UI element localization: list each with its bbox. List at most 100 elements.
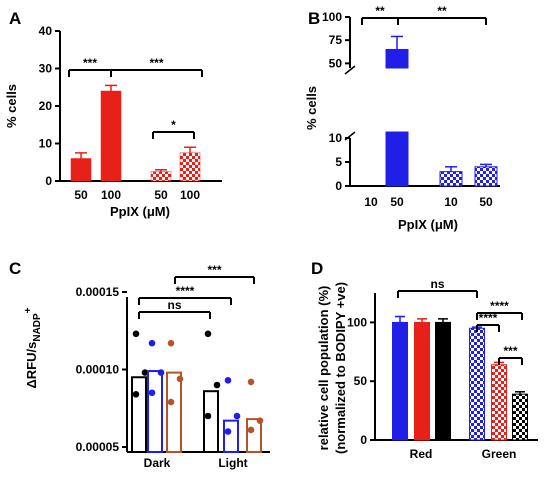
data-point: [224, 377, 232, 384]
y-axis-label: relative cell population (%): [316, 286, 331, 451]
data-point: [176, 375, 184, 383]
data-point: [167, 339, 175, 347]
bar: [392, 321, 408, 441]
y-axis-label-subscript: NADP: [32, 313, 43, 342]
y-tick-label: 100: [347, 315, 367, 329]
significance-bracket: ****: [138, 284, 232, 305]
x-tick-label: 50: [479, 195, 493, 209]
data-point: [132, 330, 140, 338]
bar: [474, 166, 498, 187]
x-tick-label: 100: [101, 188, 121, 202]
bar: [469, 327, 485, 441]
significance-label: ***: [83, 56, 97, 70]
significance-label: ***: [503, 344, 517, 358]
bar: [100, 90, 122, 182]
bar: [150, 171, 172, 182]
data-point: [213, 381, 221, 389]
x-tick-label: 10: [364, 195, 378, 209]
x-axis-label: PpIX (μM): [398, 217, 458, 232]
y-tick-label: 0: [360, 433, 367, 447]
panel-label-a: A: [9, 9, 21, 28]
bar: [435, 321, 451, 441]
y-tick-label: 75: [329, 33, 343, 47]
x-tick-label: Light: [218, 456, 247, 470]
y-tick-label: 40: [39, 24, 53, 38]
significance-label: *: [171, 118, 176, 132]
x-tick-label: Green: [482, 447, 517, 461]
y-tick-label: 5: [335, 155, 342, 169]
y-axis-label: ΔRFU/sNADP+: [23, 307, 43, 388]
bar: [439, 171, 463, 187]
significance-bracket: ***: [498, 344, 523, 365]
axis-break-mark: [344, 65, 356, 75]
bar: [491, 364, 507, 441]
significance-bracket: ***: [110, 56, 203, 77]
significance-bracket: **: [361, 4, 399, 25]
bar: [414, 321, 430, 441]
x-tick-label: Red: [410, 447, 433, 461]
significance-label: ****: [490, 299, 509, 313]
y-tick-label: 0: [45, 174, 52, 188]
y-tick-label: 30: [39, 62, 53, 76]
bar: [203, 390, 219, 454]
data-point: [141, 369, 149, 376]
y-tick-label: 50: [354, 374, 368, 388]
data-point: [256, 417, 264, 424]
bar: [512, 393, 528, 441]
significance-label: ns: [167, 298, 181, 312]
x-tick-label: Dark: [144, 456, 171, 470]
x-tick-label: 100: [180, 188, 200, 202]
x-tick-label: 50: [154, 188, 168, 202]
panel-label-c: C: [9, 259, 21, 278]
y-tick-label: 20: [39, 99, 53, 113]
y-tick-label: 100: [322, 10, 342, 24]
panel-label-d: D: [311, 259, 323, 278]
significance-label: ***: [207, 263, 221, 277]
significance-bracket: ***: [174, 263, 255, 284]
significance-bracket: ****: [476, 299, 523, 320]
y-tick-label: 10: [39, 137, 53, 151]
bar-upper-segment: [385, 48, 409, 69]
data-point: [157, 369, 165, 376]
data-point: [132, 391, 140, 398]
panel-c: C 0.00005 0.00010 0.00015 Dark Light ΔRFU/sNAD…: [9, 259, 270, 470]
data-point: [148, 339, 156, 347]
bar: [131, 376, 147, 453]
data-point: [247, 378, 255, 386]
significance-bracket: ***: [68, 56, 112, 77]
significance-label: **: [375, 4, 385, 18]
panel-b: B 0 5 10 50 75 100 10 50 10 50 PpIX (μM) % cells ** **: [304, 4, 500, 232]
bar: [147, 370, 163, 453]
significance-label: ****: [176, 284, 195, 298]
y-tick-label: 0.00005: [76, 440, 120, 454]
significance-label: ns: [430, 277, 444, 291]
data-point: [233, 412, 241, 420]
bar: [179, 152, 201, 182]
panel-d: D 0 50 100 Red Green relative cell population …: [311, 259, 538, 461]
panel-label-b: B: [308, 9, 320, 28]
x-tick-label: 50: [74, 188, 88, 202]
x-tick-label: 10: [444, 195, 458, 209]
bar: [223, 419, 239, 453]
data-point: [204, 412, 212, 420]
x-tick-label: 50: [390, 195, 404, 209]
significance-label: ****: [479, 311, 498, 325]
y-tick-label: 0.00015: [76, 285, 120, 299]
x-axis-label: PpIX (μM): [110, 204, 170, 219]
y-axis-label-superscript: +: [23, 307, 34, 313]
y-tick-label: 10: [329, 131, 343, 145]
significance-bracket: **: [397, 4, 487, 25]
data-point: [148, 389, 156, 397]
data-point: [167, 398, 175, 406]
data-point: [224, 428, 232, 435]
significance-bracket: ns: [138, 298, 211, 319]
bar-lower-segment: [385, 131, 409, 187]
bar: [246, 418, 262, 454]
y-axis-label-secondary: (normalized to BODIPY +ve): [333, 282, 348, 454]
y-tick-label: 50: [329, 56, 343, 70]
y-tick-label: 0: [335, 179, 342, 193]
bar: [166, 371, 182, 454]
data-point: [247, 426, 255, 434]
